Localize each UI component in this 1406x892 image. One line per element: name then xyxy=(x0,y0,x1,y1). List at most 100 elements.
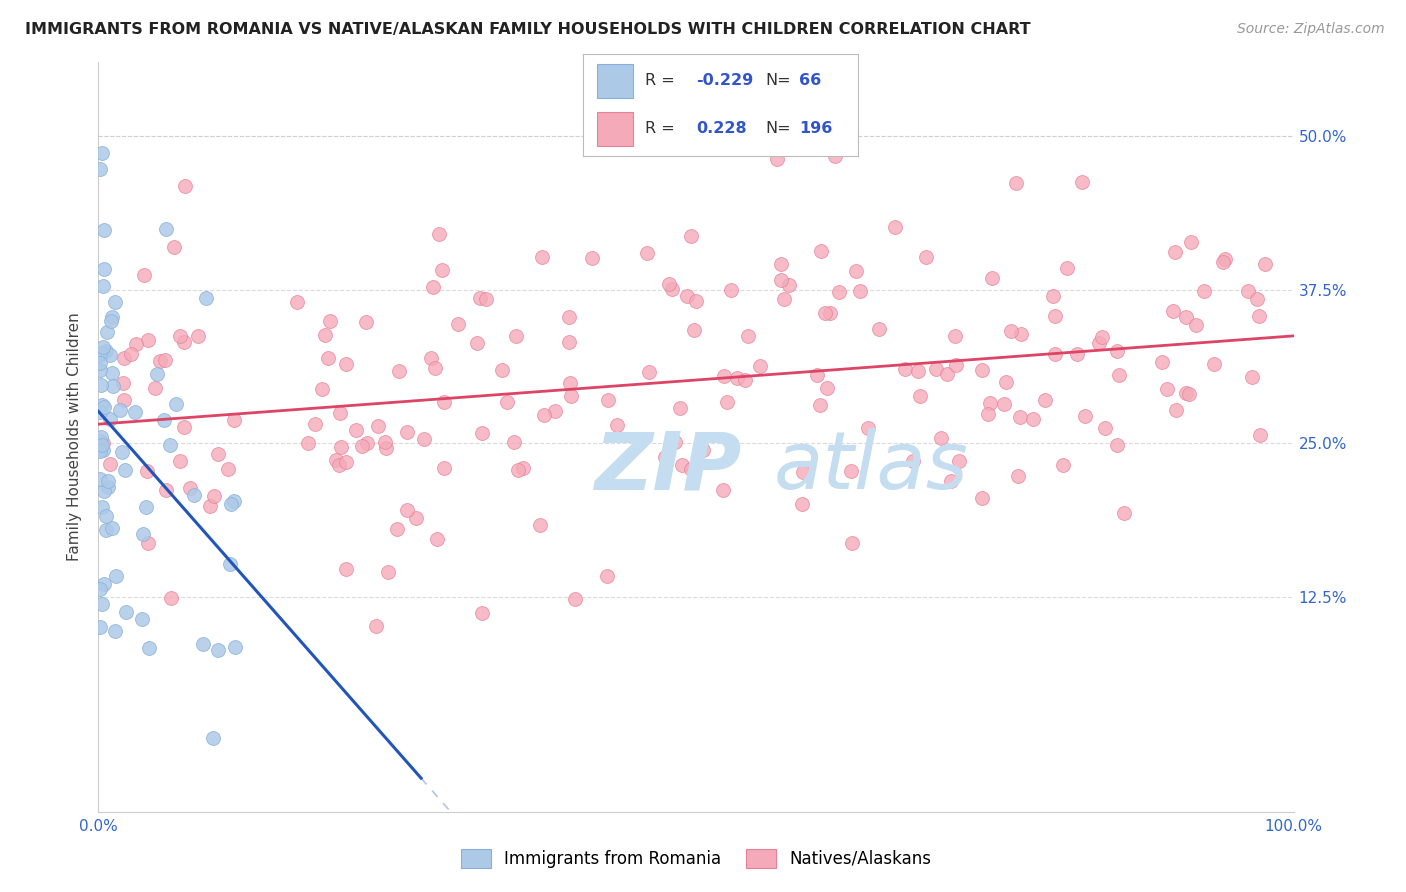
Point xyxy=(202,489,225,503)
Point xyxy=(155,222,177,236)
Point xyxy=(163,240,186,254)
Point xyxy=(1105,438,1128,452)
Point xyxy=(505,328,527,343)
Point xyxy=(1240,370,1263,384)
Point xyxy=(907,364,929,378)
Point xyxy=(596,569,619,583)
Point xyxy=(675,289,697,303)
Point xyxy=(93,576,115,591)
Point xyxy=(713,368,735,383)
Point xyxy=(91,346,114,360)
Point xyxy=(1108,368,1130,382)
Point xyxy=(1150,355,1173,369)
Point xyxy=(1246,292,1268,306)
Point xyxy=(120,347,142,361)
Point xyxy=(856,420,879,434)
Point xyxy=(412,433,434,447)
Point xyxy=(325,453,347,467)
Point xyxy=(1043,309,1066,323)
Point xyxy=(564,591,586,606)
Point xyxy=(328,458,350,473)
Point xyxy=(97,475,120,489)
Text: ZIP: ZIP xyxy=(595,428,742,506)
Point xyxy=(330,440,353,454)
Point xyxy=(352,439,374,453)
Point xyxy=(995,376,1018,390)
Point xyxy=(135,500,157,514)
Point xyxy=(191,637,214,651)
Point xyxy=(138,535,160,549)
Point xyxy=(1007,468,1029,483)
Point xyxy=(1213,252,1236,267)
Point xyxy=(224,640,246,654)
Point xyxy=(89,162,111,177)
Point xyxy=(187,328,209,343)
Point xyxy=(143,381,166,395)
Point xyxy=(496,395,519,409)
Point xyxy=(1161,304,1184,318)
Point xyxy=(132,268,155,283)
Point xyxy=(1052,458,1074,472)
Point xyxy=(661,282,683,296)
Point xyxy=(544,404,567,418)
Point xyxy=(1010,410,1032,425)
Point xyxy=(979,396,1001,410)
Point xyxy=(89,434,111,448)
Text: N=: N= xyxy=(766,121,792,136)
Point xyxy=(1021,412,1043,426)
Point xyxy=(100,412,122,426)
Point xyxy=(636,246,658,260)
Bar xyxy=(598,112,633,145)
Point xyxy=(792,465,814,479)
Point xyxy=(734,374,756,388)
Point xyxy=(810,244,832,258)
Point xyxy=(1033,392,1056,407)
Point xyxy=(711,483,734,498)
Point xyxy=(183,488,205,502)
Point xyxy=(314,327,336,342)
Point xyxy=(671,458,693,473)
Point xyxy=(311,382,333,396)
Point xyxy=(420,351,443,365)
Point xyxy=(845,263,868,277)
Point xyxy=(104,569,127,583)
Point xyxy=(100,457,122,471)
Point xyxy=(297,436,319,450)
Point xyxy=(94,509,117,524)
Point xyxy=(100,314,122,328)
Point xyxy=(581,252,603,266)
Text: R =: R = xyxy=(645,73,681,88)
Point xyxy=(159,438,181,452)
Point xyxy=(883,220,905,235)
Point xyxy=(89,346,111,360)
Point xyxy=(1010,326,1032,341)
Point xyxy=(1071,175,1094,189)
Point xyxy=(638,365,661,379)
Point xyxy=(219,497,242,511)
Point xyxy=(970,491,993,505)
Point xyxy=(344,423,367,437)
Point xyxy=(304,417,326,432)
Point xyxy=(471,606,494,620)
Point xyxy=(426,533,449,547)
Point xyxy=(669,401,692,416)
Point xyxy=(149,354,172,368)
Point xyxy=(387,523,409,537)
Point xyxy=(396,502,419,516)
Point xyxy=(915,250,938,264)
Point xyxy=(868,322,890,336)
Point xyxy=(948,454,970,468)
Point xyxy=(993,396,1015,410)
Point xyxy=(93,484,115,499)
Point xyxy=(89,363,111,377)
Point xyxy=(112,392,135,407)
Point xyxy=(1005,176,1028,190)
Point xyxy=(1114,506,1136,520)
Y-axis label: Family Households with Children: Family Households with Children xyxy=(67,313,83,561)
Point xyxy=(939,474,962,488)
Point xyxy=(1105,343,1128,358)
Point xyxy=(596,392,619,407)
Point xyxy=(329,406,352,420)
Point xyxy=(98,348,121,362)
Point xyxy=(1056,261,1078,276)
